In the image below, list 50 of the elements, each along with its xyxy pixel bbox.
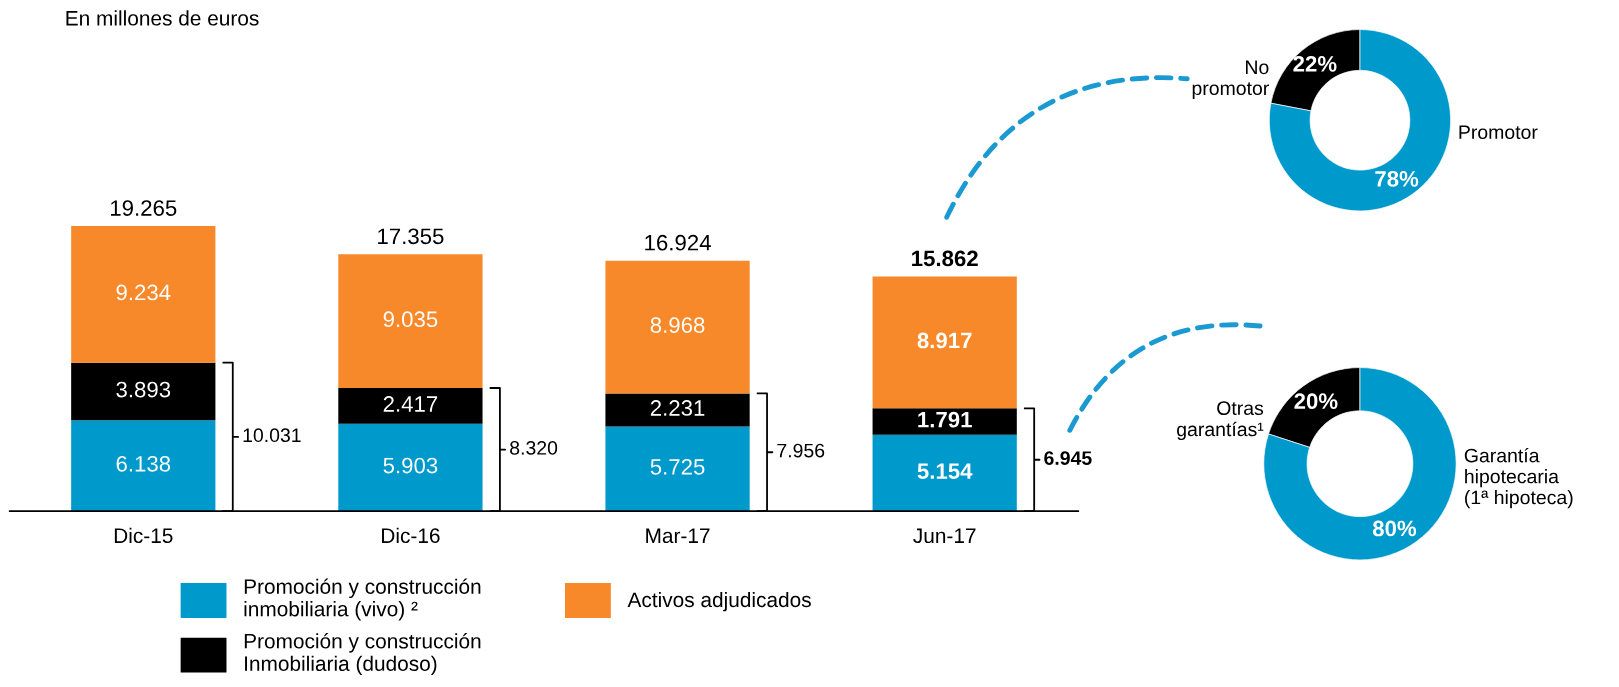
slice-label: No promotor <box>1192 60 1269 99</box>
bar <box>71 420 216 512</box>
data-label: 80% <box>1372 520 1417 537</box>
chart-title: En millones de euros <box>66 10 259 26</box>
data-label: 5.725 <box>650 458 705 475</box>
x-tick-label: Mar-17 <box>646 528 710 544</box>
x-tick-label: Dic-15 <box>114 527 173 544</box>
bar <box>71 362 216 421</box>
bar <box>338 254 483 388</box>
legend-label: Activos adjudicados <box>627 591 811 612</box>
bar <box>338 423 483 512</box>
data-label: 8.968 <box>650 317 705 333</box>
legend-label: Promoción y construcción Inmobiliaria (dudoso) <box>244 633 481 676</box>
annotation: 8.320 <box>510 441 558 455</box>
x-tick-label: Jun-17 <box>913 528 976 544</box>
data-label: 2.417 <box>383 396 438 412</box>
annotation: 6.945 <box>1044 451 1092 465</box>
data-label: 5.154 <box>917 463 973 479</box>
total-label: 19.265 <box>111 200 177 216</box>
bar <box>605 393 750 427</box>
data-label: 2.231 <box>650 400 705 416</box>
data-label: 9.035 <box>383 311 438 328</box>
bar <box>605 426 750 512</box>
data-label: 1.791 <box>918 411 972 428</box>
legend-label: Promoción y construcción inmobiliaria (vivo) ² <box>244 578 481 621</box>
data-label: 6.138 <box>116 455 171 472</box>
data-label: 78% <box>1375 170 1419 187</box>
annotation: 10.031 <box>243 428 301 443</box>
bar <box>338 388 483 424</box>
data-label: 8.917 <box>917 332 972 349</box>
bar <box>872 408 1017 435</box>
data-label: 5.903 <box>383 457 438 474</box>
slice-label: Garantía hipotecaria (1ª hipoteca) <box>1464 447 1573 509</box>
x-tick-label: Dic-16 <box>382 527 440 544</box>
data-label: 20% <box>1294 393 1338 409</box>
total-label: 15.862 <box>912 250 978 267</box>
slice-label: Promotor <box>1459 125 1538 140</box>
data-label: 9.234 <box>116 284 171 301</box>
donut-slice <box>1263 367 1457 561</box>
total-label: 16.924 <box>645 234 711 251</box>
slice-label: Otras garantías¹ <box>1177 401 1264 441</box>
total-label: 17.355 <box>378 228 444 245</box>
bar <box>872 276 1017 409</box>
bar <box>605 260 750 394</box>
bar <box>872 434 1017 512</box>
annotation: 7.956 <box>777 443 825 458</box>
donut-slice <box>1268 29 1451 212</box>
data-label: 22% <box>1293 55 1337 72</box>
bar <box>71 226 216 363</box>
data-label: 3.893 <box>116 381 171 398</box>
